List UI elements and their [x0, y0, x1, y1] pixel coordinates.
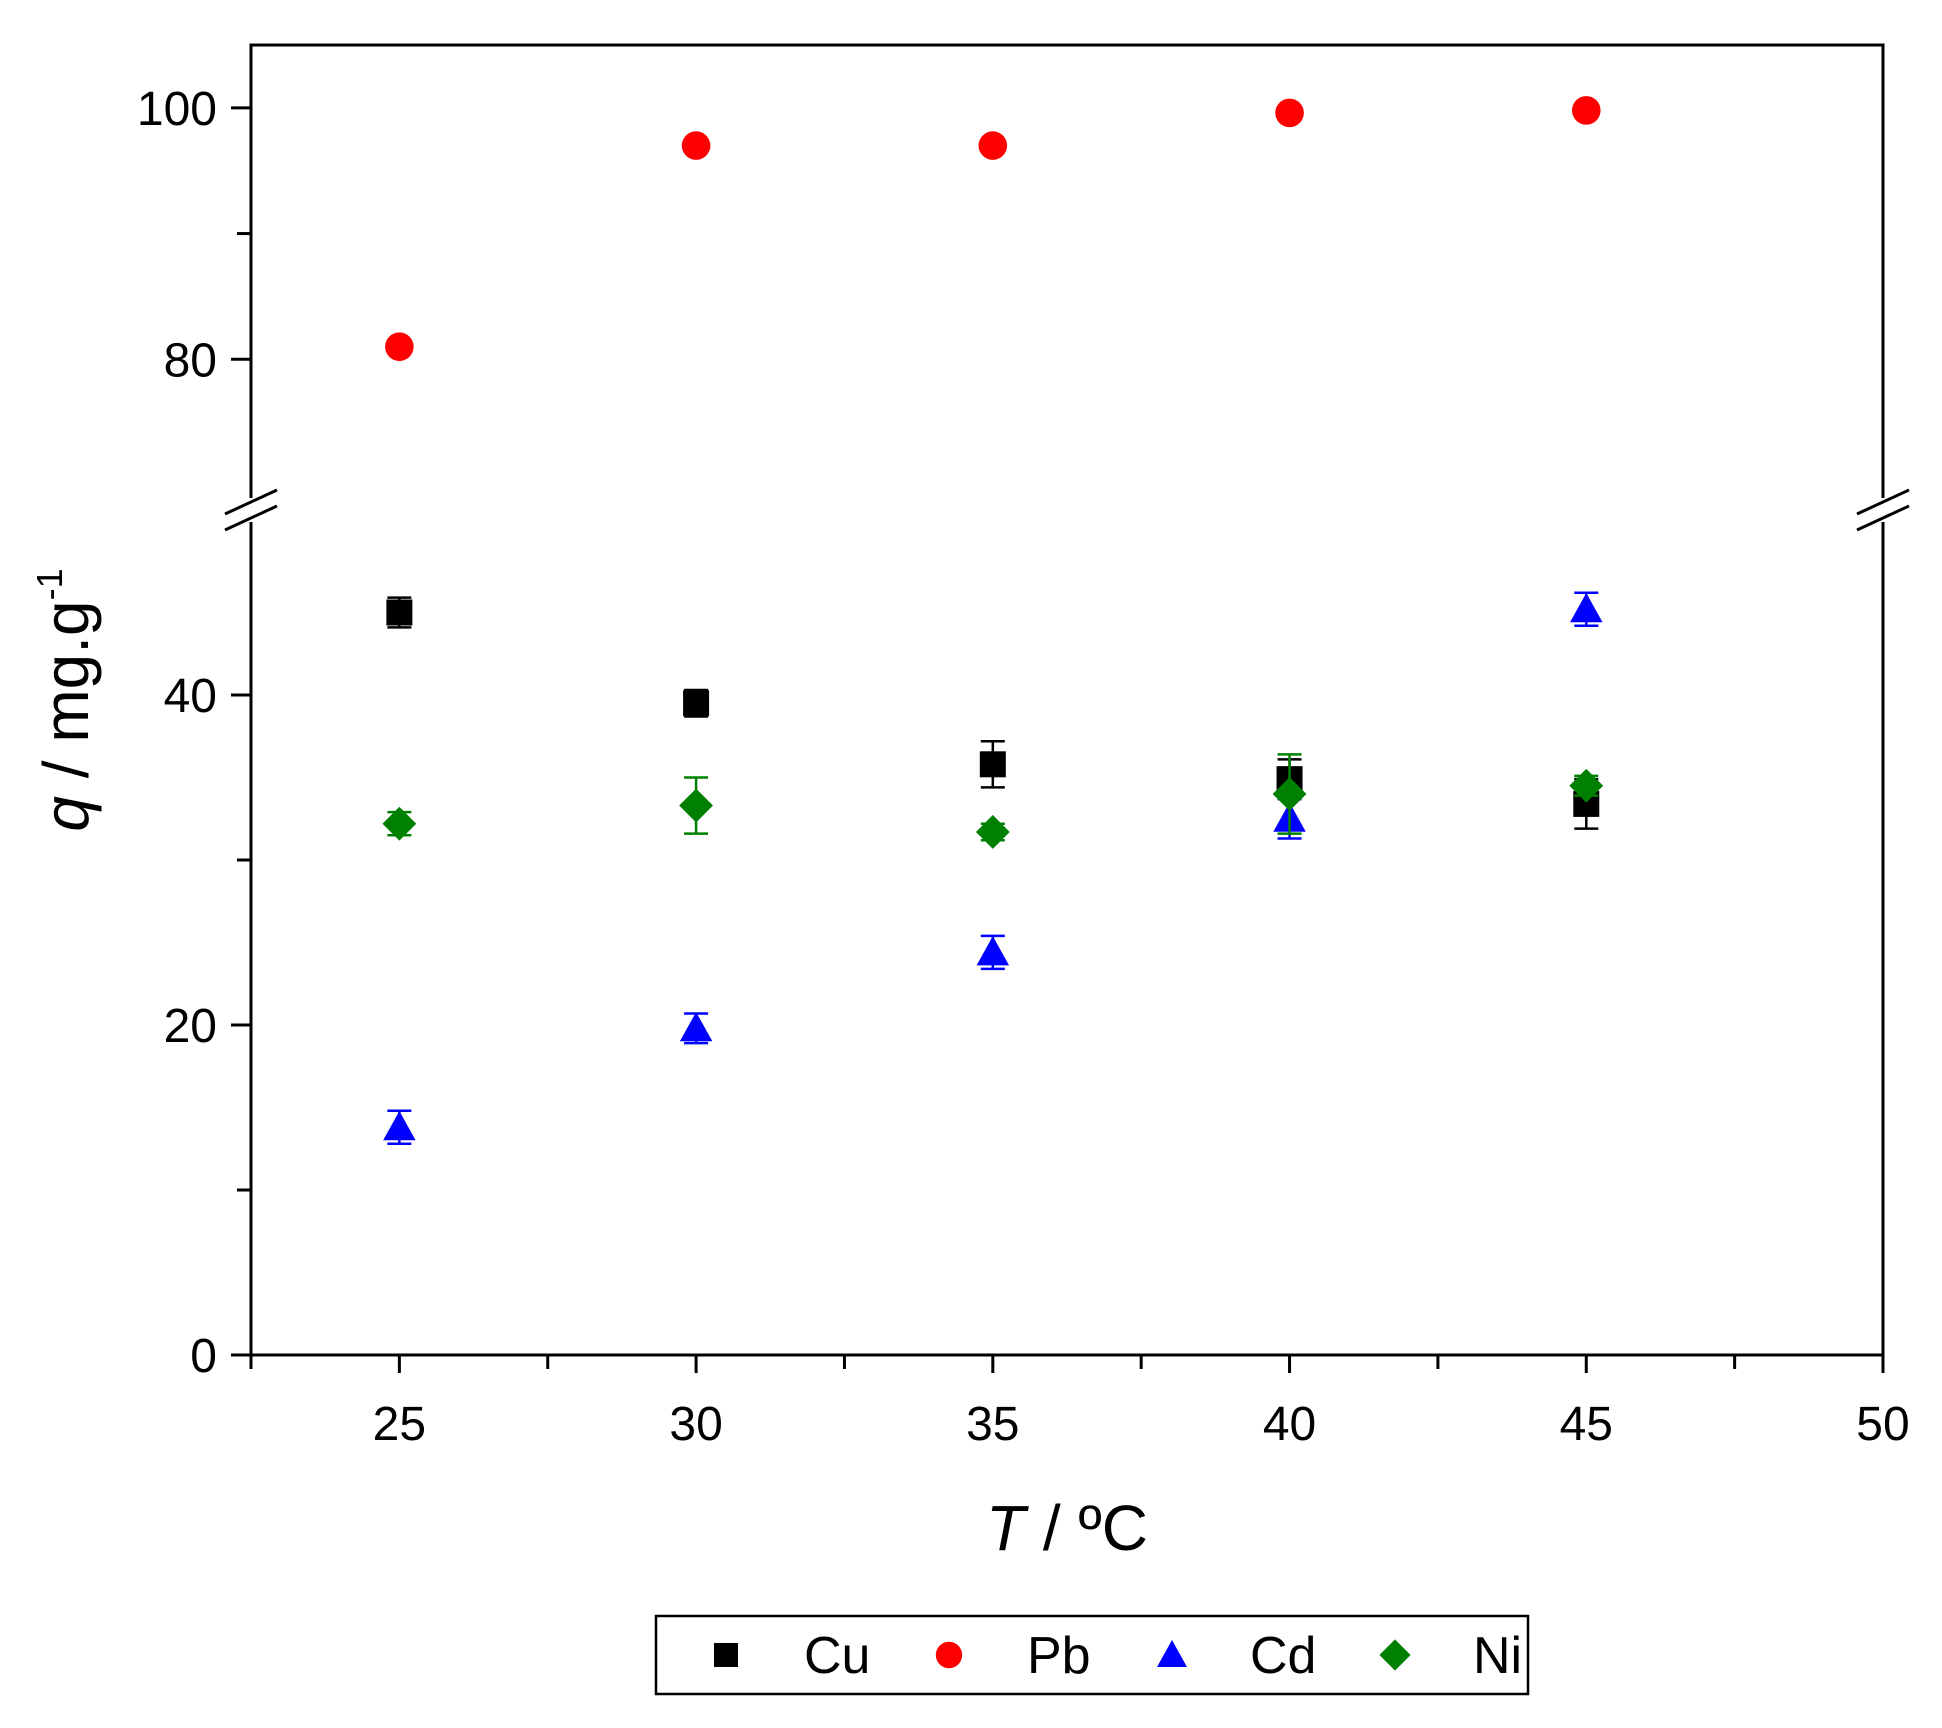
- legend-marker-pb: [935, 1641, 963, 1669]
- y-tick-label: 40: [164, 670, 217, 723]
- data-markers: [382, 96, 1604, 1146]
- x-tick-label: 45: [1560, 1398, 1613, 1451]
- y-tick-label: 0: [190, 1330, 217, 1383]
- ni-data-point: [1569, 768, 1604, 803]
- cu-data-point: [683, 690, 710, 717]
- plot-frame: [249, 43, 1885, 1357]
- axis-breaks: [224, 488, 1910, 532]
- x-axis-title: T / ºC: [986, 1492, 1148, 1564]
- cu-data-point: [979, 751, 1006, 778]
- y-axis: 0 20 40 80 100: [137, 83, 251, 1383]
- x-tick-label: 25: [373, 1398, 426, 1451]
- cd-data-point: [976, 936, 1010, 966]
- ni-data-point: [382, 806, 417, 841]
- y-tick-label: 20: [164, 1000, 217, 1053]
- plot-area: [249, 43, 1885, 1357]
- pb-data-point: [1571, 96, 1601, 125]
- ni-data-point: [679, 788, 713, 823]
- left-axis-break-slash: [224, 488, 278, 516]
- x-tick-label: 30: [669, 1398, 722, 1451]
- legend: Cu Pb Cd Ni: [654, 1614, 1530, 1696]
- x-tick-label: 50: [1856, 1398, 1909, 1451]
- legend-label-ni: Ni: [1473, 1627, 1522, 1685]
- x-axis: 25 30 35 40 45 50: [249, 1355, 1910, 1451]
- legend-label-pb: Pb: [1027, 1627, 1091, 1685]
- y-axis-title: q / mg.g-1: [29, 568, 102, 831]
- x-tick-label: 35: [966, 1398, 1019, 1451]
- right-axis-break-slash: [1856, 488, 1910, 516]
- legend-marker-cd: [1157, 1640, 1187, 1667]
- legend-label-cu: Cu: [804, 1627, 870, 1685]
- pb-data-point: [1275, 98, 1304, 128]
- y-tick-label: 100: [137, 83, 217, 136]
- ni-data-point: [1272, 777, 1307, 811]
- cu-data-point: [386, 599, 413, 626]
- legend-marker-cu: [714, 1643, 738, 1667]
- pb-data-point: [681, 131, 711, 160]
- pb-data-point: [385, 332, 414, 362]
- cd-data-point: [1570, 592, 1603, 623]
- cd-data-point: [383, 1111, 416, 1141]
- y-tick-label: 80: [164, 334, 217, 387]
- left-axis-break-slash: [224, 504, 278, 532]
- legend-marker-ni: [1379, 1639, 1411, 1671]
- pb-data-point: [978, 131, 1008, 160]
- x-tick-label: 40: [1263, 1398, 1316, 1451]
- right-axis-break-slash: [1856, 504, 1910, 532]
- cd-data-point: [679, 1012, 713, 1042]
- legend-label-cd: Cd: [1250, 1627, 1316, 1685]
- ni-data-point: [975, 815, 1010, 849]
